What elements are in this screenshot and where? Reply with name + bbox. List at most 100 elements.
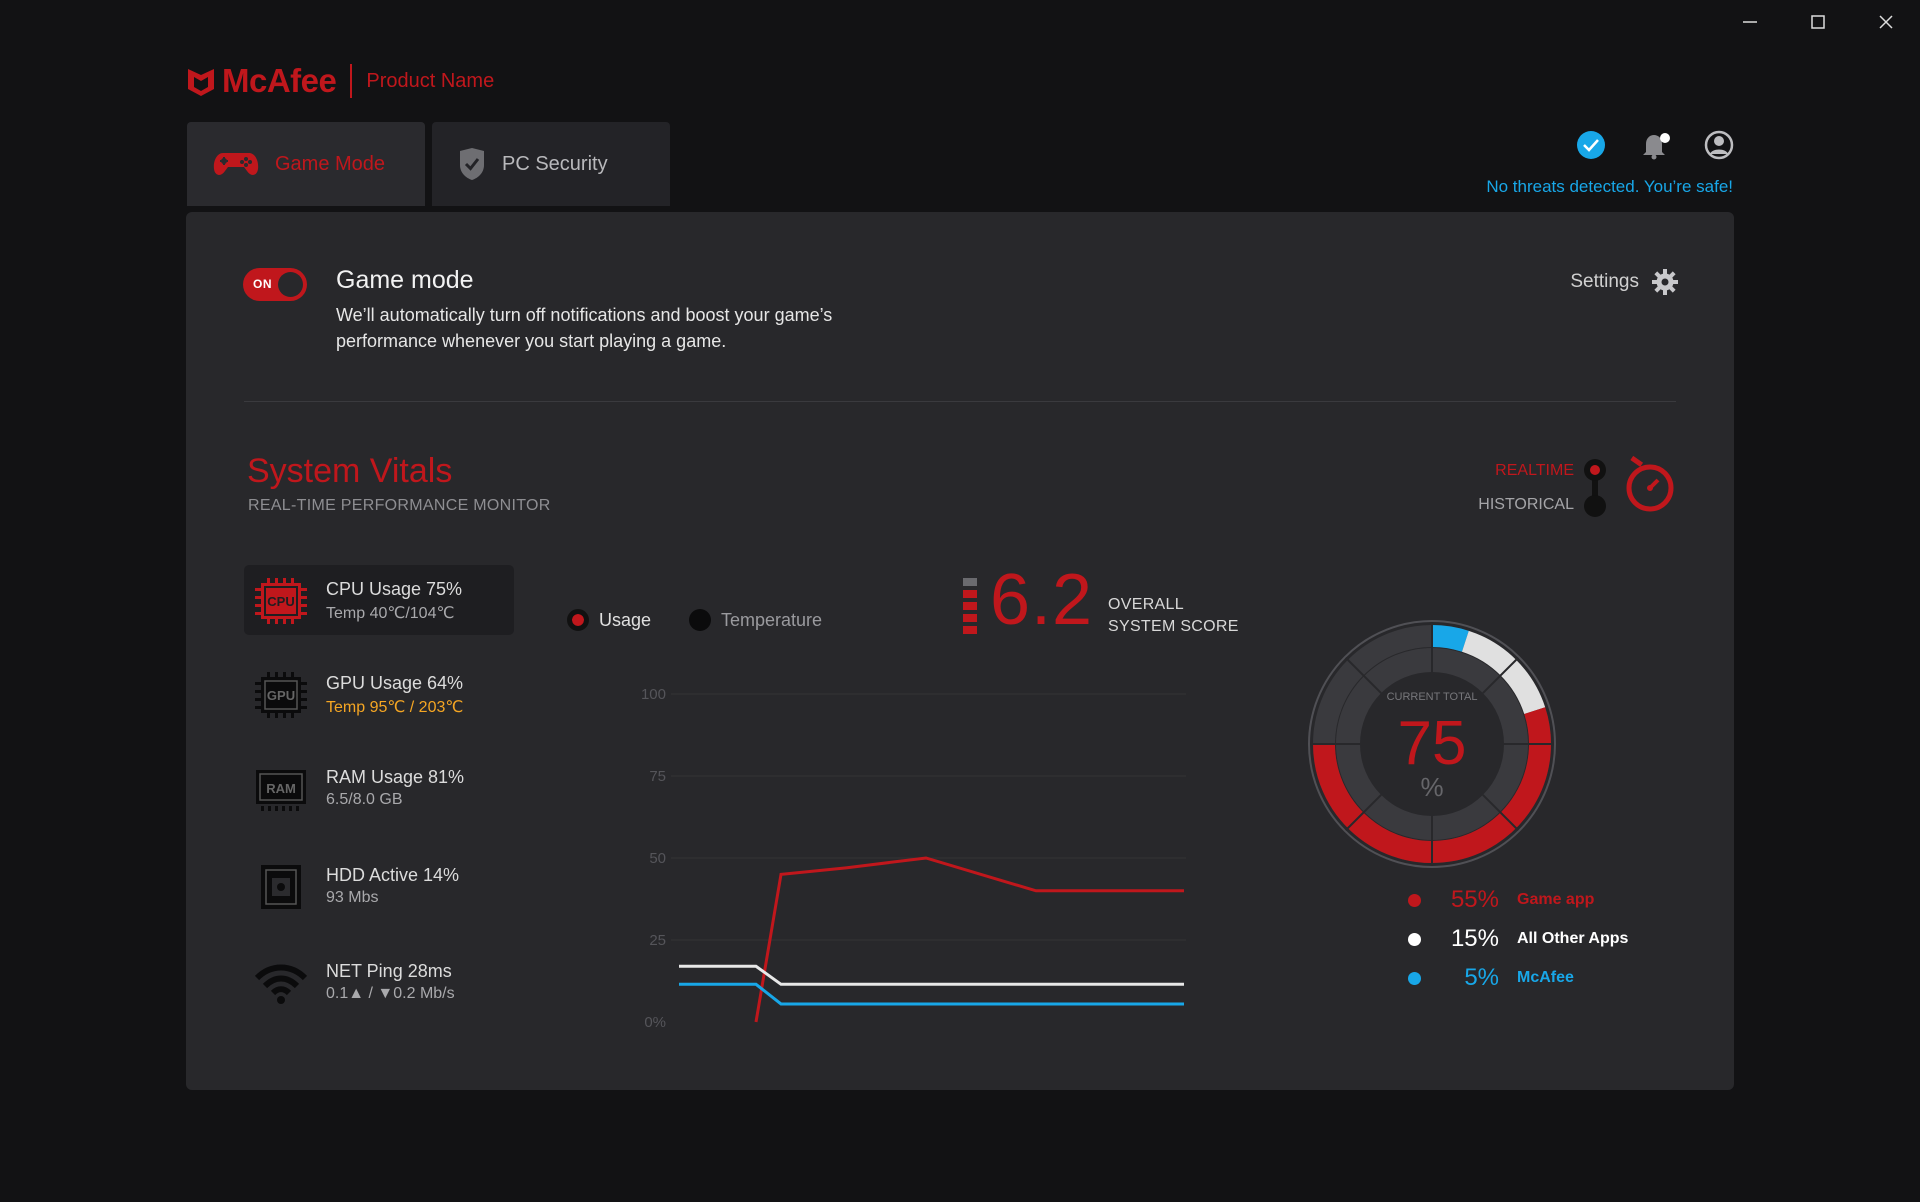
toggle-label: ON [253,277,272,291]
minimize-button[interactable] [1716,0,1784,44]
gauge-tick [1345,794,1382,831]
system-vitals-subtitle: REAL-TIME PERFORMANCE MONITOR [248,497,551,514]
tab-game-mode[interactable]: Game Mode [187,122,425,206]
breakdown-game-app: 55% Game app [1408,886,1594,914]
mode-realtime-label[interactable]: REALTIME [1495,462,1574,479]
series-line-0 [754,856,1184,1023]
logo-separator [350,64,353,98]
vital-detail: 6.5/8.0 GB [326,791,403,808]
toggle-knob [278,272,303,297]
series-line-1 [679,964,1184,986]
gauge-tick [1482,794,1519,831]
tab-label: Game Mode [275,152,386,175]
gauge-segment-2 [1313,707,1551,863]
brand-name: McAfee [222,62,337,99]
breakdown-name: McAfee [1517,969,1574,986]
gauge-segment-0 [1431,625,1469,652]
stopwatch-icon[interactable] [1622,455,1680,515]
legend-usage[interactable]: Usage [567,609,651,631]
breakdown-dot [1408,971,1421,985]
series-line-2 [679,982,1184,1006]
settings-label: Settings [1570,271,1639,292]
breakdown-other-apps: 15% All Other Apps [1408,925,1628,953]
legend-temperature-dot [689,609,711,631]
y-tick-label: 100 [641,686,666,703]
breakdown-dot [1408,893,1421,907]
section-divider [244,401,1676,402]
y-tick-label: 75 [649,768,666,785]
svg-text:CPU: CPU [267,594,294,609]
cpu-chip-icon: CPU [252,577,310,625]
svg-text:RAM: RAM [266,781,296,796]
shield-check-icon [458,147,486,181]
gear-icon [1652,269,1678,295]
y-tick-label: 25 [649,932,666,949]
account-button[interactable] [1704,130,1734,165]
vital-detail: Temp 95℃ / 203℃ [326,699,464,716]
gauge-unit: % [1420,772,1443,802]
wifi-icon [252,959,310,1007]
protection-status-button[interactable] [1576,130,1606,165]
product-name: Product Name [366,69,495,92]
main-panel: ON Game mode We’ll automatically turn of… [186,212,1734,1090]
tab-pc-security[interactable]: PC Security [432,122,670,206]
game-mode-title: Game mode [336,266,474,294]
game-mode-toggle[interactable]: ON [243,268,307,301]
vital-detail: Temp 40℃/104℃ [326,605,455,622]
system-score-label: OVERALL SYSTEM SCORE [1108,594,1239,638]
check-circle-icon [1577,131,1605,159]
minimize-icon [1743,21,1757,23]
vital-detail: 0.1▲ / ▼0.2 Mb/s [326,985,455,1002]
gpu-chip-icon: GPU [252,671,310,719]
score-label-line1: OVERALL [1108,596,1184,613]
breakdown-name: Game app [1517,891,1595,908]
mode-switch[interactable] [1582,458,1608,518]
tab-label: PC Security [502,152,608,175]
legend-usage-label: Usage [599,609,652,630]
vital-gpu[interactable]: GPU GPU Usage 64% Temp 95℃ / 203℃ [244,659,514,729]
system-score-value: 6.2 [990,560,1094,640]
ram-module-icon: RAM [252,765,310,813]
legend-usage-dot [567,609,589,631]
breakdown-name: All Other Apps [1517,930,1629,947]
mcafee-shield-icon [188,69,214,96]
security-status-text: No threats detected. You’re safe! [1486,177,1733,196]
bell-icon [1643,133,1670,160]
score-label-line2: SYSTEM SCORE [1108,618,1239,635]
vital-cpu[interactable]: CPU CPU Usage 75% Temp 40℃/104℃ [244,565,514,635]
user-icon [1704,130,1734,160]
vital-title: NET Ping 28ms [326,961,452,981]
vital-network[interactable]: NET Ping 28ms 0.1▲ / ▼0.2 Mb/s [244,947,514,1017]
gauge-tick [1482,657,1519,694]
vital-hdd[interactable]: HDD Active 14% 93 Mbs [244,851,514,921]
breakdown-percent: 55% [1450,886,1499,913]
score-bars-icon [963,578,977,634]
settings-button[interactable]: Settings [1570,268,1679,296]
hdd-icon [252,863,310,911]
gauge-value: 75 [1398,709,1467,778]
close-button[interactable] [1852,0,1920,44]
breakdown-percent: 5% [1464,964,1499,991]
game-mode-description: We’ll automatically turn off notificatio… [336,305,833,351]
y-tick-label: 0% [644,1014,666,1031]
close-icon [1879,15,1893,29]
gauge-center [1360,672,1504,816]
legend-temperature-label: Temperature [721,609,823,630]
usage-line-chart: 100 75 50 25 0% [641,686,1186,1031]
gauge-outer-ring [1308,620,1556,868]
maximize-button[interactable] [1784,0,1852,44]
vital-title: CPU Usage 75% [326,579,463,599]
mode-historical-label[interactable]: HISTORICAL [1478,496,1574,513]
vital-detail: 93 Mbs [326,889,379,906]
breakdown-mcafee: 5% McAfee [1408,964,1574,992]
vital-title: HDD Active 14% [326,865,460,885]
vital-ram[interactable]: RAM RAM Usage 81% 6.5/8.0 GB [244,753,514,823]
svg-text:GPU: GPU [267,688,295,703]
vital-title: RAM Usage 81% [326,767,465,787]
vital-title: GPU Usage 64% [326,673,464,693]
legend-temperature[interactable]: Temperature [689,609,822,631]
notifications-button[interactable] [1640,130,1672,165]
breakdown-percent: 15% [1450,925,1499,952]
app-logo: McAfee Product Name [186,62,494,100]
maximize-icon [1811,15,1825,29]
